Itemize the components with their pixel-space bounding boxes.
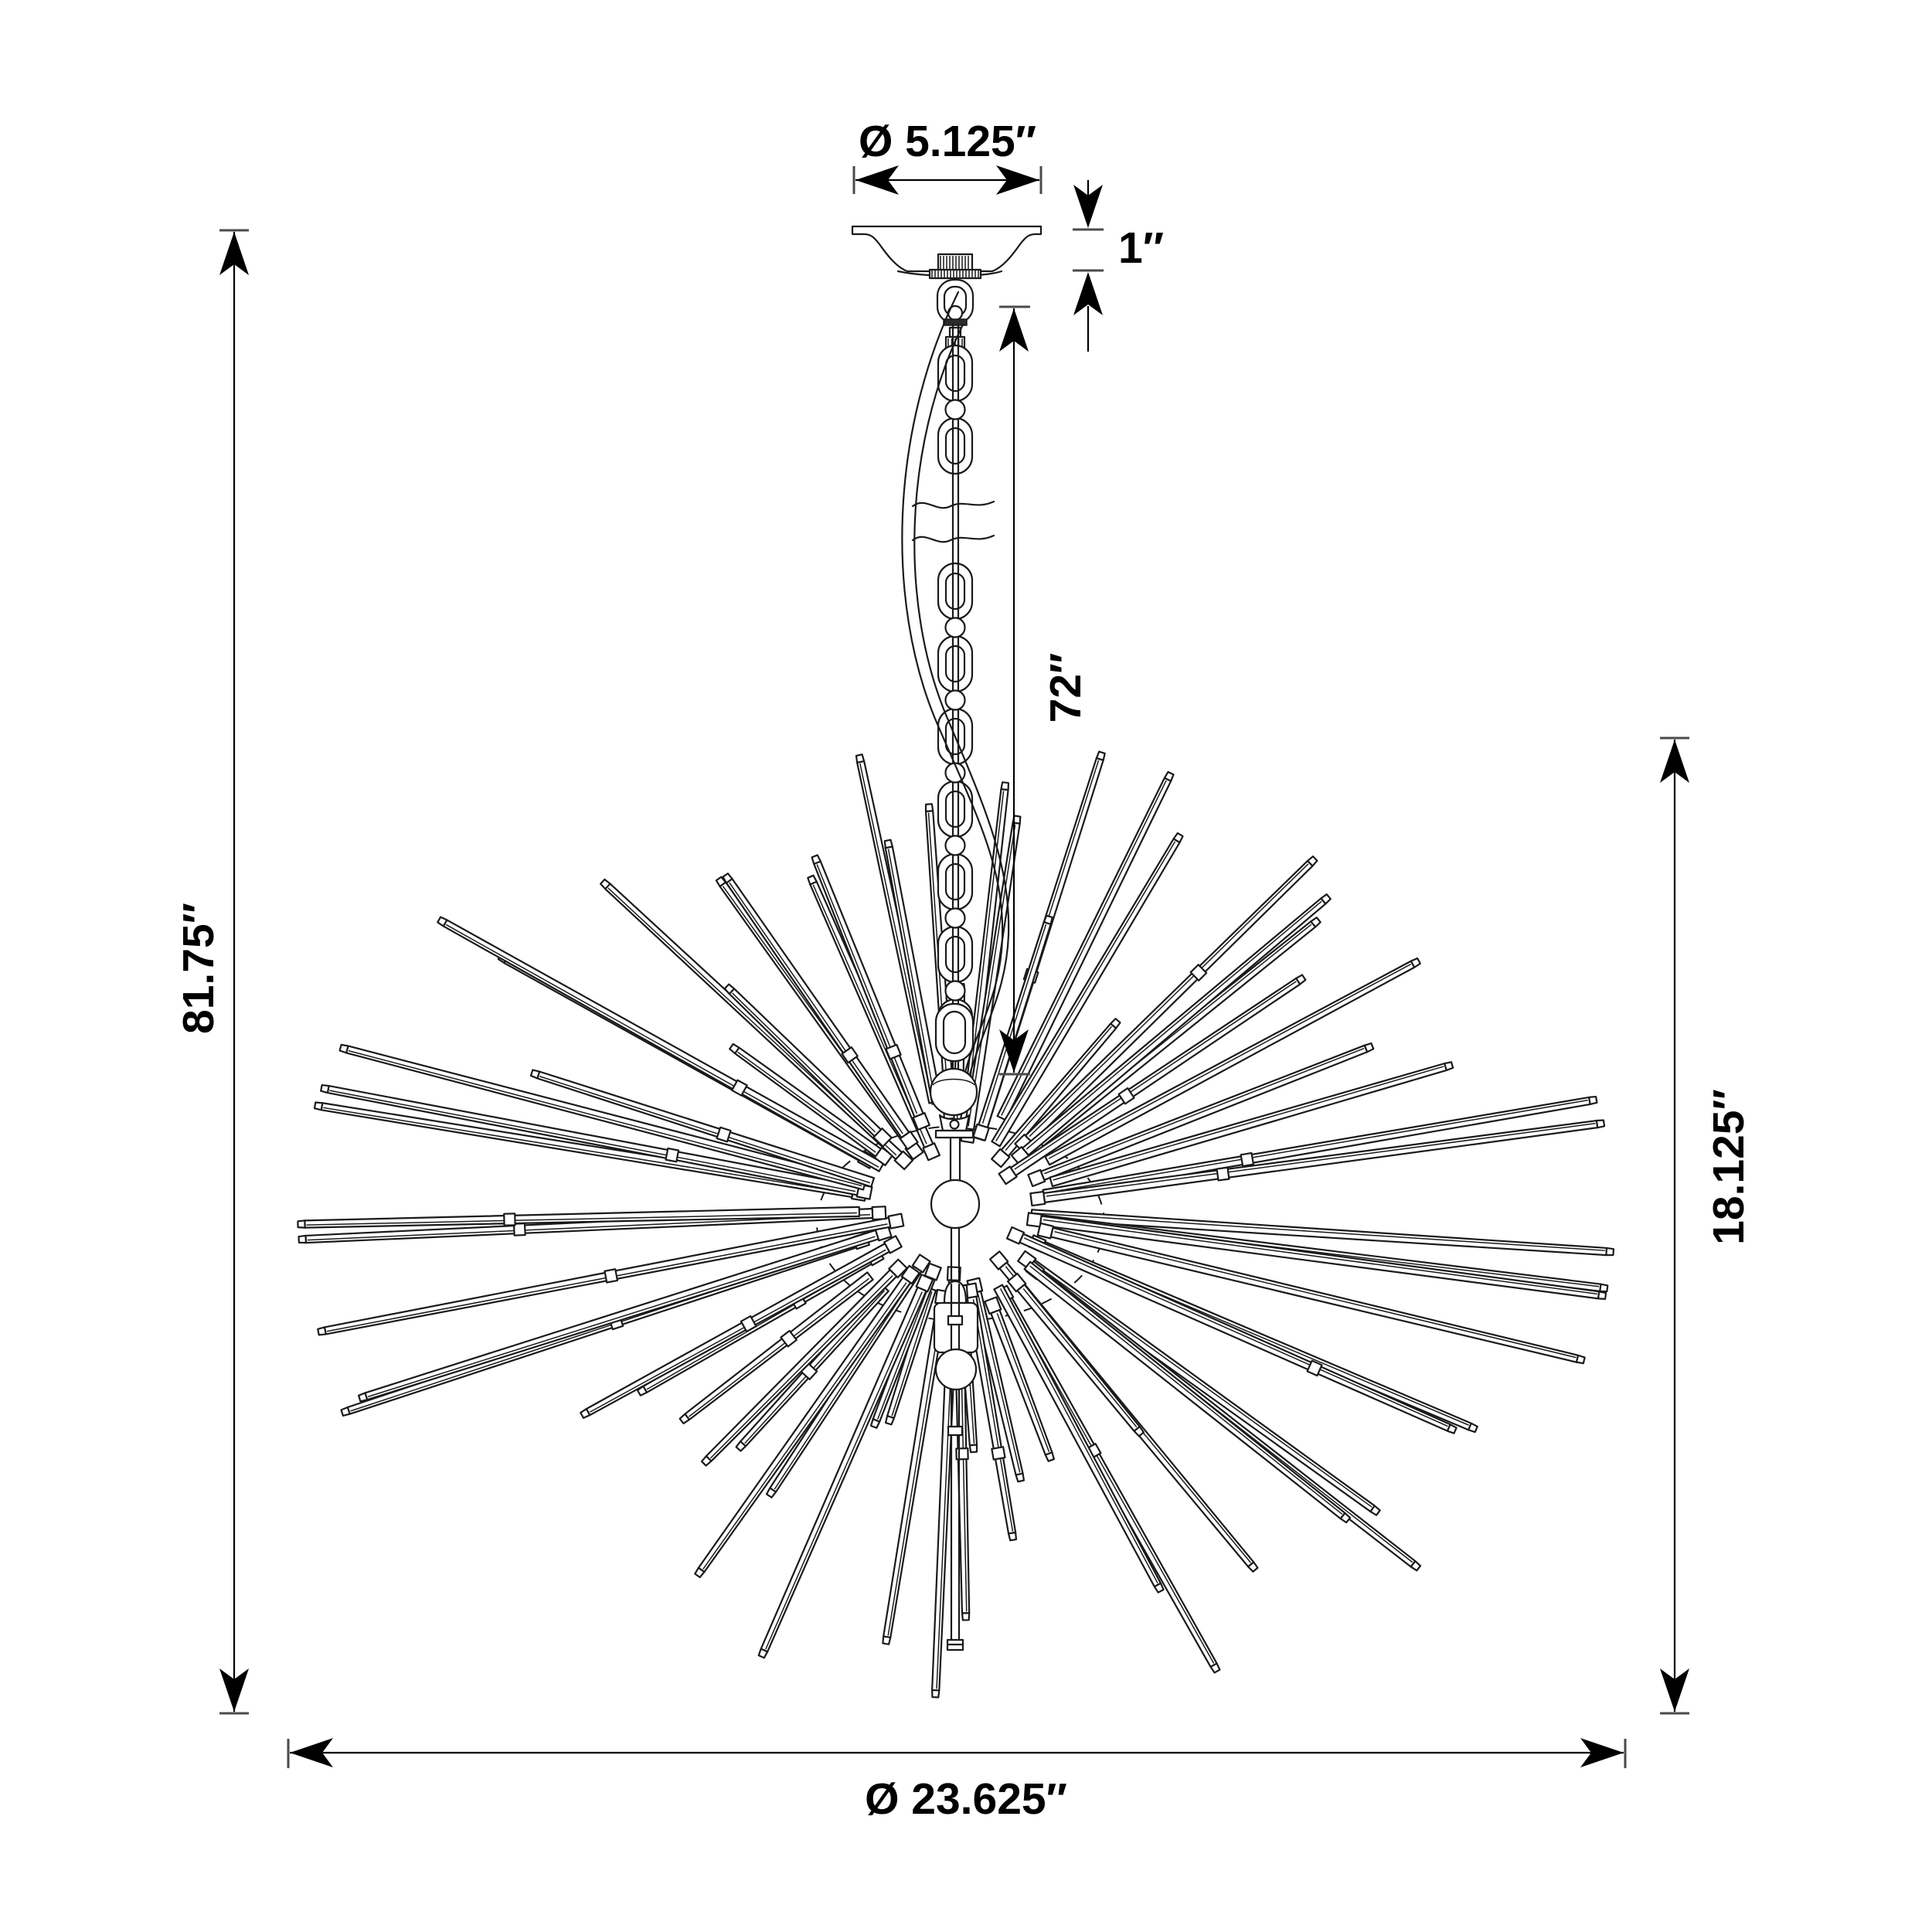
dim-suspension-length: 72″ [999,305,1090,1076]
arrow-down-icon [219,1668,249,1712]
arrow-right-icon [1580,1738,1624,1767]
burst-rod [757,1274,934,1659]
burst-rod [679,1271,874,1425]
dim-canopy-height: 1″ [1073,180,1164,352]
burst-rod [1044,957,1421,1166]
burst-rod [811,854,930,1131]
overall-height-label: 81.75″ [174,903,223,1034]
burst-rod [1036,1222,1586,1365]
arrow-up-icon [219,232,249,275]
burst-rod [580,1235,903,1419]
burst-rod [1026,1212,1607,1300]
chain-joint [944,399,966,420]
dim-fixture-height: 18.125″ [1660,736,1753,1715]
chain-joints [944,399,966,1002]
chain-joint [944,689,966,711]
arrow-left-icon [855,165,899,195]
arrow-down-icon [1073,185,1103,228]
chain-joint [944,980,966,1002]
fixture-diameter-label: Ø 23.625″ [865,1774,1067,1824]
arrow-down-icon [999,1029,1029,1073]
burst-rod [1049,1061,1454,1188]
burst-rod [1029,1119,1606,1207]
burst-rod [529,1069,876,1188]
sputnik-burst [297,750,1615,1699]
arrow-up-icon [1073,272,1103,315]
burst-rod [869,1262,942,1429]
hub-assembly [929,1002,981,1651]
break-wave-upper [911,500,995,509]
center-sphere [930,1179,981,1230]
canopy-height-label: 1″ [1118,223,1164,273]
burst-rod [317,1213,905,1336]
suspension-length-label: 72″ [1041,653,1090,723]
burst-rod [998,974,1307,1185]
burst-rod [996,770,1175,1121]
burst-rod [993,1284,1165,1594]
burst-rod [1027,1042,1375,1188]
burst-rod [1005,1226,1458,1434]
burst-rod [1017,1250,1381,1516]
burst-rod [1023,1260,1352,1524]
socket-screw [949,1119,960,1130]
stem-coupler-lower [947,1425,964,1437]
burst-rod [765,1253,931,1498]
top-sphere-arc [932,1078,975,1086]
lower-sphere [934,1348,978,1391]
knurl-hatching [931,256,979,277]
burst-rod [962,1282,1018,1542]
candle-cylinder [933,1301,979,1354]
top-sphere [929,1067,978,1117]
hub-flange [934,1129,975,1139]
burst-rod [722,872,919,1151]
break-wave-lower [911,534,995,543]
burst-rod [1006,1272,1145,1437]
dimension-annotations: Ø 5.125″ 1″ 72″ 81.75″ [174,117,1753,1824]
dim-fixture-diameter: Ø 23.625″ [287,1738,1627,1824]
burst-rod [320,1083,873,1200]
burst-rod [437,916,885,1172]
burst-rod [694,1264,920,1579]
burst-rod [991,1018,1121,1168]
burst-rod [723,983,893,1148]
dim-overall-height: 81.75″ [174,229,249,1715]
burst-rod [1010,893,1332,1166]
arrow-down-icon [1660,1668,1689,1712]
arrow-left-icon [290,1738,333,1767]
chain-assembly [901,291,1010,1085]
dim-canopy-diameter: Ø 5.125″ [852,117,1043,195]
chain-links [937,344,974,1056]
burst-rod [991,832,1184,1148]
burst-rod [357,1223,893,1403]
chain-joint [944,835,966,856]
fixture-height-label: 18.125″ [1704,1089,1753,1245]
arrow-up-icon [1660,740,1689,783]
burst-rod [984,1296,1056,1462]
canopy-diameter-label: Ø 5.125″ [859,117,1036,166]
burst-rod [700,1258,908,1467]
chain-joint [944,617,966,638]
candle-dome [943,1280,968,1304]
chain-joint [944,907,966,929]
canopy-dish [851,225,1043,273]
hub-loop-inner [942,1010,967,1055]
burst-rod [729,1043,893,1167]
burst-rod [1014,855,1318,1154]
arrow-up-icon [999,308,1029,352]
cord-loop-outer [901,291,1004,1083]
stem-coupler-upper [947,1315,964,1326]
locknut [928,268,982,280]
arrow-right-icon [996,165,1039,195]
swivel-collar [943,318,968,326]
cord-loop-inner [913,323,1010,1085]
burst-rod [297,1206,861,1229]
